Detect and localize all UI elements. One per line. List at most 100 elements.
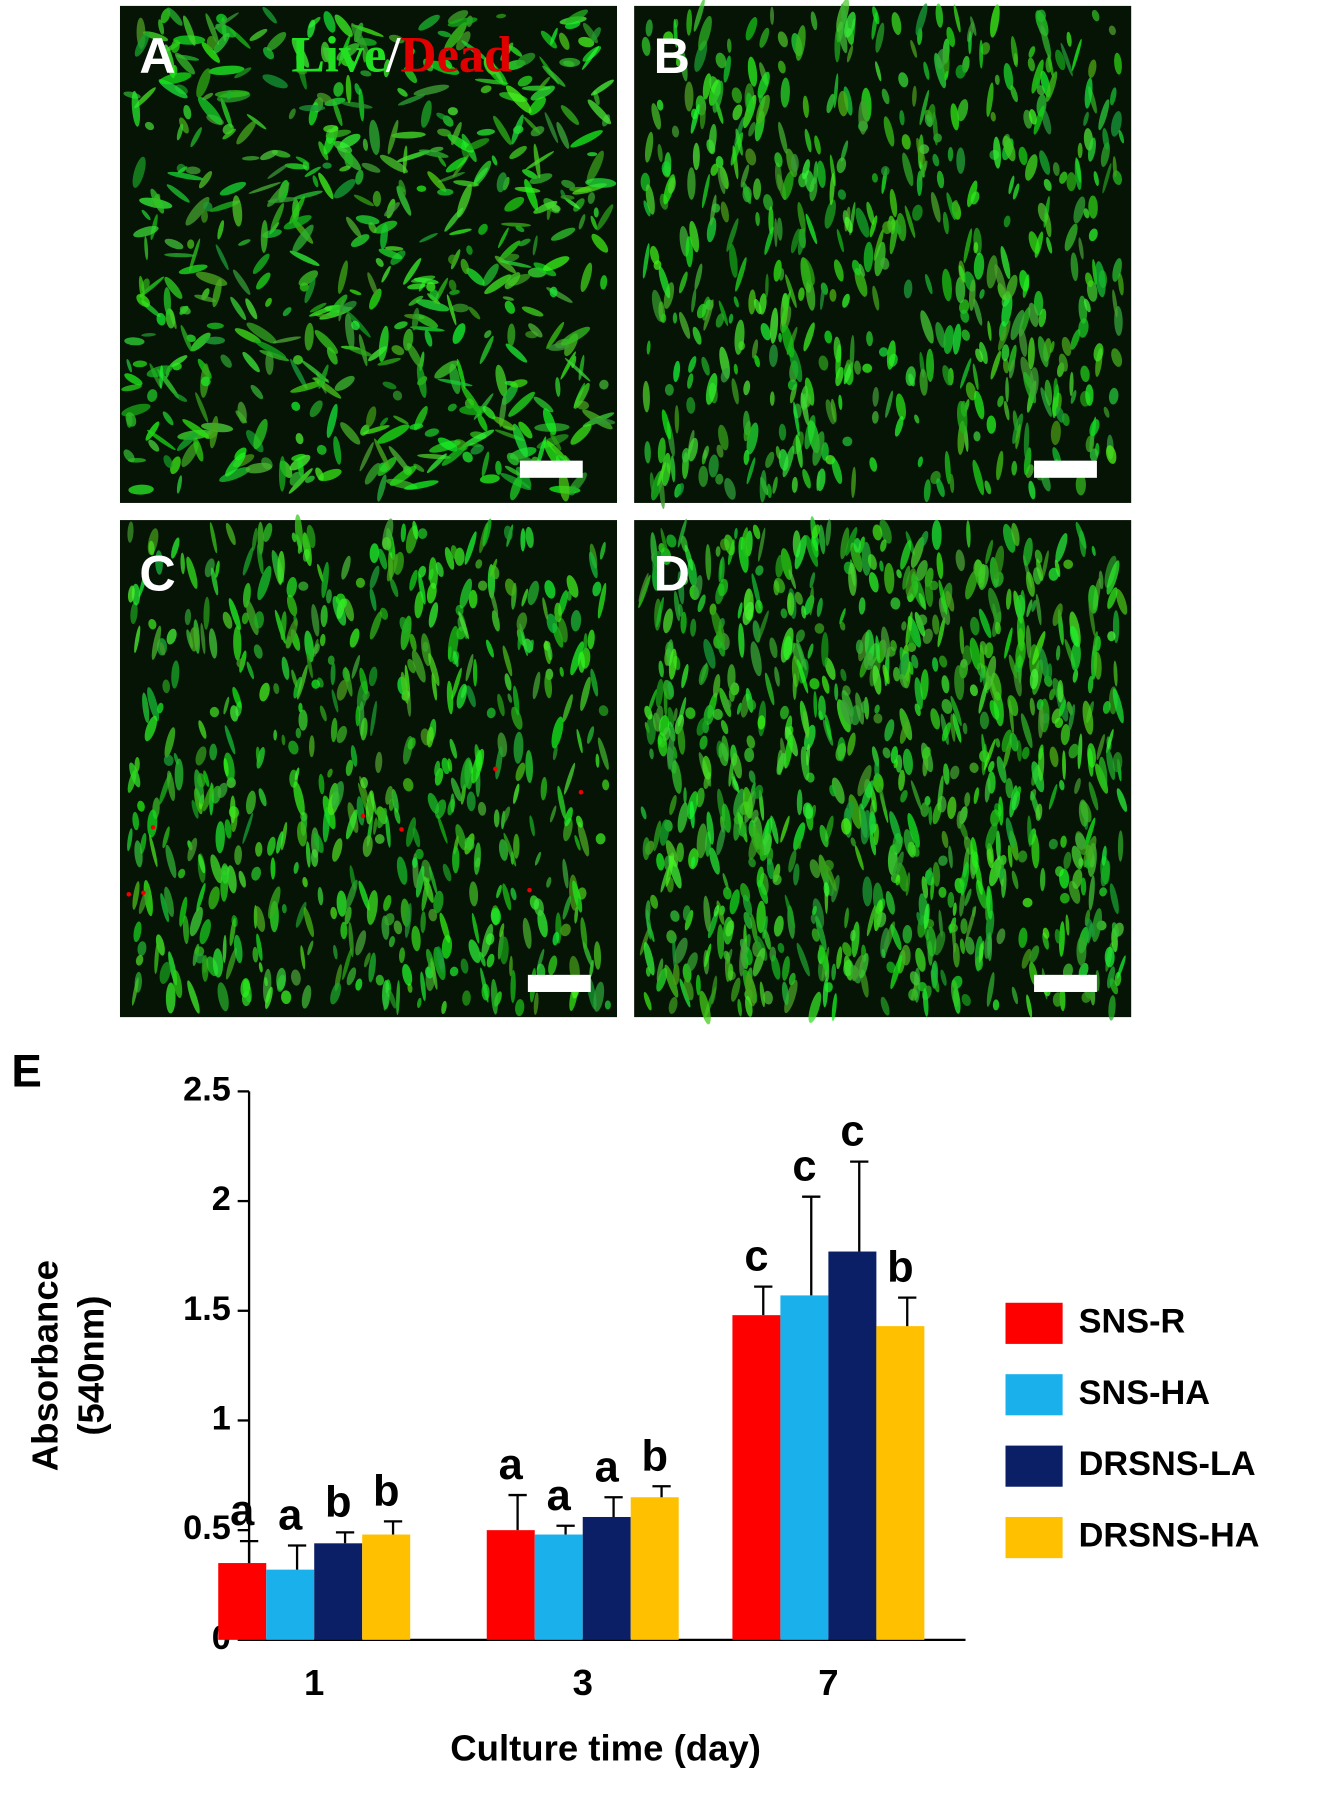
cell xyxy=(177,166,188,174)
cell xyxy=(1076,936,1087,967)
cell xyxy=(516,612,528,632)
cell xyxy=(318,468,342,482)
cell xyxy=(413,84,450,96)
cell xyxy=(981,733,987,768)
cell xyxy=(643,941,655,976)
cell xyxy=(1008,654,1018,679)
cell xyxy=(703,638,716,669)
cell xyxy=(815,915,827,951)
cell xyxy=(640,806,647,820)
cell xyxy=(858,597,866,615)
cell xyxy=(291,669,298,688)
cell xyxy=(672,934,677,970)
cell xyxy=(1003,62,1014,91)
cell xyxy=(941,699,953,714)
cell xyxy=(447,10,469,24)
cell xyxy=(562,694,573,723)
cell xyxy=(838,22,848,54)
cell xyxy=(995,738,1001,748)
cell xyxy=(221,863,229,884)
cell xyxy=(743,380,751,396)
cell xyxy=(795,629,805,643)
cell xyxy=(760,322,771,341)
cell xyxy=(183,104,192,120)
cell xyxy=(896,569,902,579)
cell xyxy=(375,751,383,774)
cell xyxy=(576,728,583,754)
cell xyxy=(1015,639,1026,669)
cell xyxy=(590,668,599,697)
cell xyxy=(417,997,422,1009)
cell xyxy=(653,820,662,852)
scale-bar xyxy=(1034,460,1097,478)
cell xyxy=(803,322,815,352)
cell xyxy=(923,903,930,930)
cell xyxy=(552,745,558,761)
cell xyxy=(731,87,742,104)
cell xyxy=(580,262,593,293)
cell xyxy=(985,655,997,691)
cell xyxy=(252,527,258,552)
cell xyxy=(933,931,946,956)
cell xyxy=(416,185,427,192)
cell xyxy=(565,9,589,24)
cell xyxy=(336,43,360,61)
cell xyxy=(127,828,133,852)
cell xyxy=(396,856,408,885)
cell xyxy=(853,537,861,553)
cell xyxy=(200,376,211,387)
cell xyxy=(993,545,1005,580)
cell xyxy=(412,520,419,540)
cell xyxy=(182,15,196,46)
cell xyxy=(298,104,326,112)
cell xyxy=(162,679,171,694)
cell xyxy=(578,214,586,230)
cell xyxy=(533,143,541,179)
cell xyxy=(394,321,408,330)
cell xyxy=(482,518,492,547)
cell xyxy=(1011,870,1019,890)
cell xyxy=(379,154,408,173)
cell xyxy=(695,974,701,996)
cell xyxy=(973,241,979,254)
cell xyxy=(718,578,729,597)
cell xyxy=(659,819,670,846)
cell xyxy=(299,282,309,292)
cell xyxy=(638,574,651,609)
error-bar xyxy=(383,1520,403,1535)
cell xyxy=(979,289,985,299)
cell xyxy=(587,192,595,204)
cell xyxy=(813,161,818,185)
cell xyxy=(504,300,515,314)
cell xyxy=(723,55,731,83)
cell xyxy=(232,195,243,227)
cell xyxy=(234,447,247,461)
cell xyxy=(1038,744,1044,761)
cell xyxy=(404,480,439,490)
cell xyxy=(777,60,786,74)
cell xyxy=(703,445,710,460)
cell xyxy=(1029,668,1039,690)
cell xyxy=(941,830,949,848)
cell xyxy=(958,265,966,283)
cell xyxy=(203,596,210,630)
cell xyxy=(950,695,962,727)
cell xyxy=(742,894,753,916)
cell xyxy=(696,717,707,736)
cell xyxy=(1063,559,1074,569)
cell xyxy=(765,273,769,298)
cell xyxy=(759,27,770,48)
cell xyxy=(504,272,521,290)
cell xyxy=(733,804,744,841)
cell xyxy=(550,27,558,46)
cell xyxy=(765,451,775,469)
cell xyxy=(505,85,532,114)
significance-label: c xyxy=(792,1143,816,1191)
cell xyxy=(935,321,946,348)
cell xyxy=(1059,780,1065,791)
cell xyxy=(1063,851,1072,870)
cell xyxy=(899,721,909,744)
cell xyxy=(730,132,744,166)
cell xyxy=(953,199,959,212)
cell xyxy=(293,781,305,816)
